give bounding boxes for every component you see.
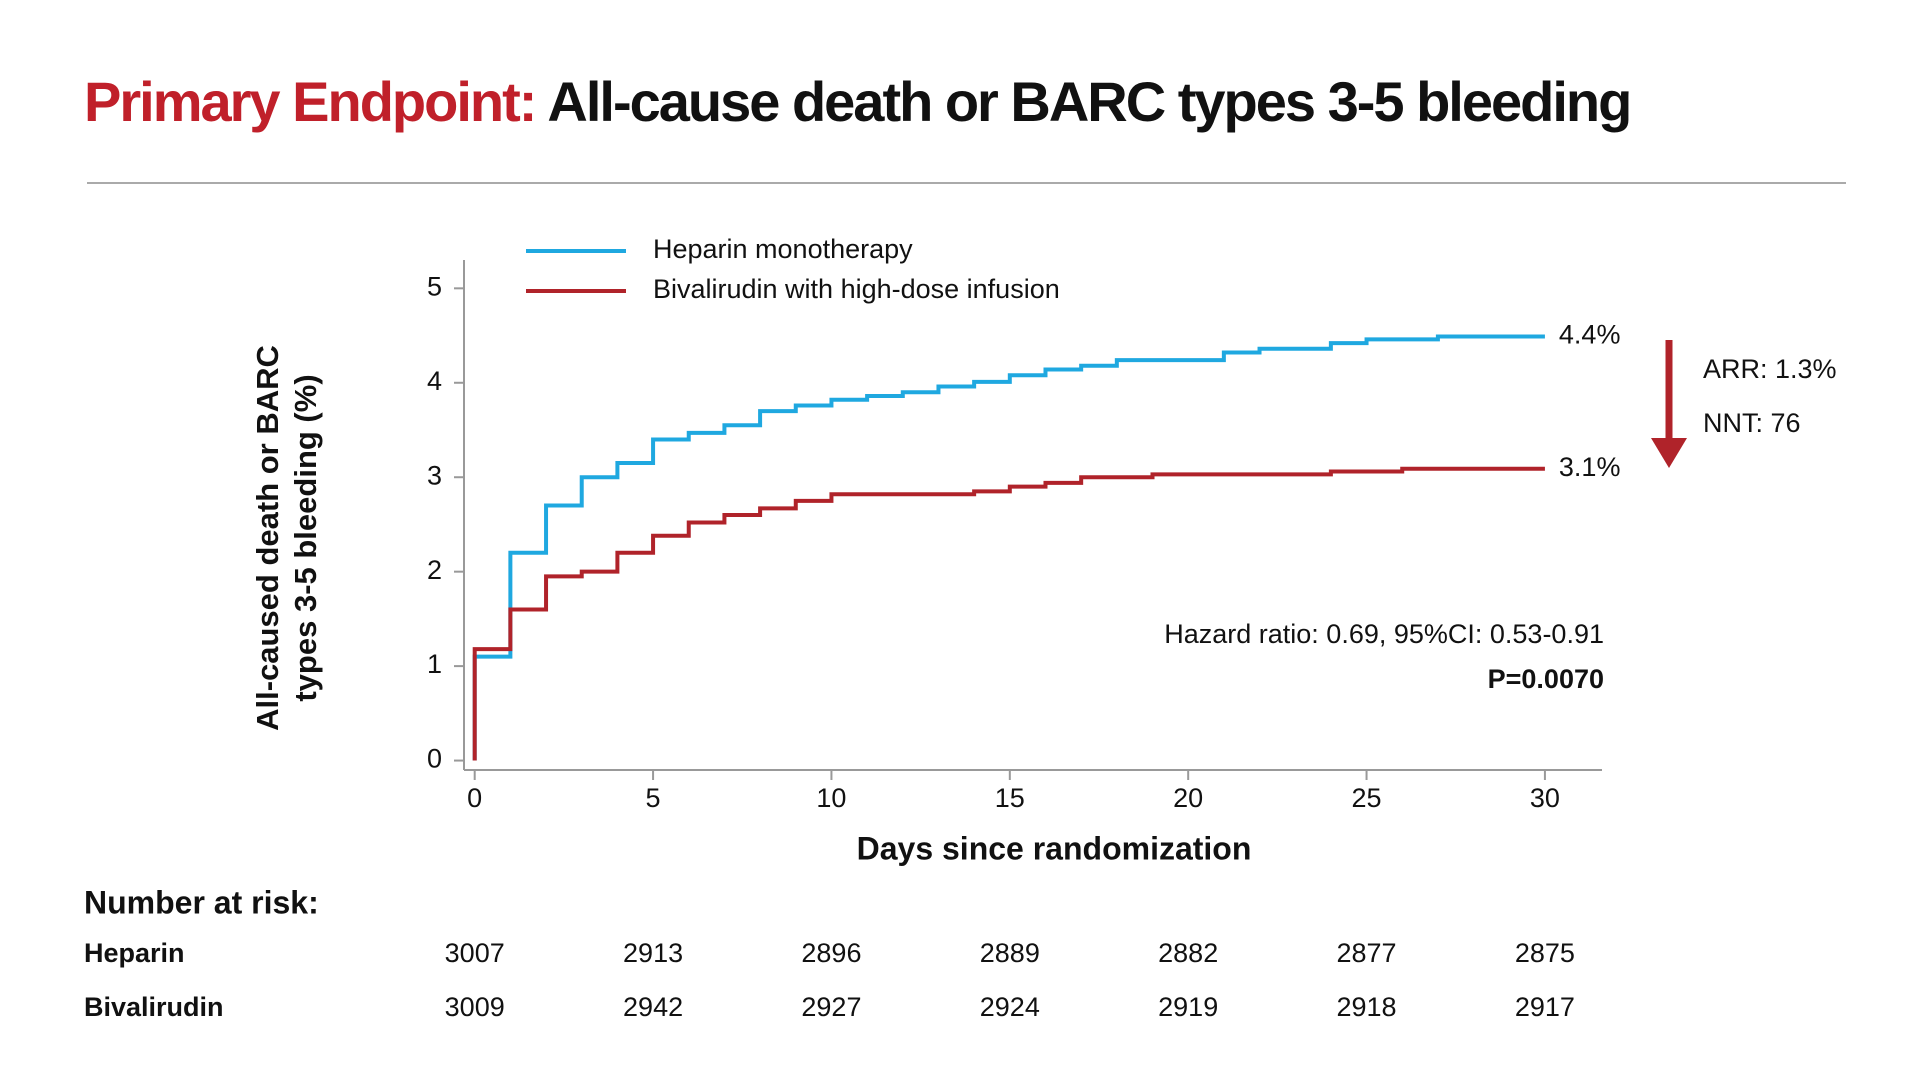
arrow-head — [1651, 438, 1687, 468]
nnt-label: NNT: 76 — [1703, 408, 1801, 438]
y-tick-label: 2 — [427, 555, 442, 585]
title-rest: All-cause death or BARC types 3-5 bleedi… — [547, 70, 1630, 133]
x-axis-label: Days since randomization — [857, 830, 1252, 866]
x-tick-label: 0 — [467, 783, 482, 813]
risk-count: 2919 — [1158, 992, 1218, 1022]
risk-row-label: Heparin — [84, 938, 185, 968]
risk-count: 2942 — [623, 992, 683, 1022]
risk-count: 2889 — [980, 938, 1040, 968]
risk-count: 2927 — [801, 992, 861, 1022]
risk-count: 2917 — [1515, 992, 1575, 1022]
risk-count: 2896 — [801, 938, 861, 968]
risk-count: 3007 — [445, 938, 505, 968]
hazard-label: Hazard ratio: 0.69, 95%CI: 0.53-0.91 — [1164, 619, 1604, 649]
p-value: P=0.0070 — [1488, 664, 1604, 694]
risk-title: Number at risk: — [84, 884, 319, 920]
slide-title: Primary Endpoint: All-cause death or BARC… — [84, 70, 1630, 133]
x-tick-label: 5 — [646, 783, 661, 813]
risk-count: 2924 — [980, 992, 1040, 1022]
y-tick-label: 0 — [427, 744, 442, 774]
risk-count: 2877 — [1337, 938, 1397, 968]
x-tick-label: 25 — [1352, 783, 1382, 813]
end-label: 4.4% — [1559, 320, 1621, 350]
y-tick-label: 1 — [427, 649, 442, 679]
end-label: 3.1% — [1559, 452, 1621, 482]
legend-label: Bivalirudin with high-dose infusion — [653, 274, 1060, 304]
risk-count: 2913 — [623, 938, 683, 968]
risk-row-label: Bivalirudin — [84, 992, 224, 1022]
y-axis-label: All-caused death or BARC — [250, 345, 285, 731]
x-tick-label: 15 — [995, 783, 1025, 813]
arr-label: ARR: 1.3% — [1703, 354, 1837, 384]
km-curve — [472, 334, 1545, 761]
x-tick-label: 10 — [816, 783, 846, 813]
y-tick-label: 4 — [427, 366, 442, 396]
km-curve — [472, 466, 1545, 761]
risk-count: 2918 — [1337, 992, 1397, 1022]
risk-count: 2882 — [1158, 938, 1218, 968]
y-axis-label: types 3-5 bleeding (%) — [288, 374, 323, 701]
title-highlight: Primary Endpoint: — [84, 70, 535, 133]
y-tick-label: 3 — [427, 460, 442, 490]
x-tick-label: 20 — [1173, 783, 1203, 813]
risk-count: 3009 — [445, 992, 505, 1022]
legend-label: Heparin monotherapy — [653, 234, 913, 264]
risk-count: 2875 — [1515, 938, 1575, 968]
y-tick-label: 5 — [427, 271, 442, 301]
x-tick-label: 30 — [1530, 783, 1560, 813]
